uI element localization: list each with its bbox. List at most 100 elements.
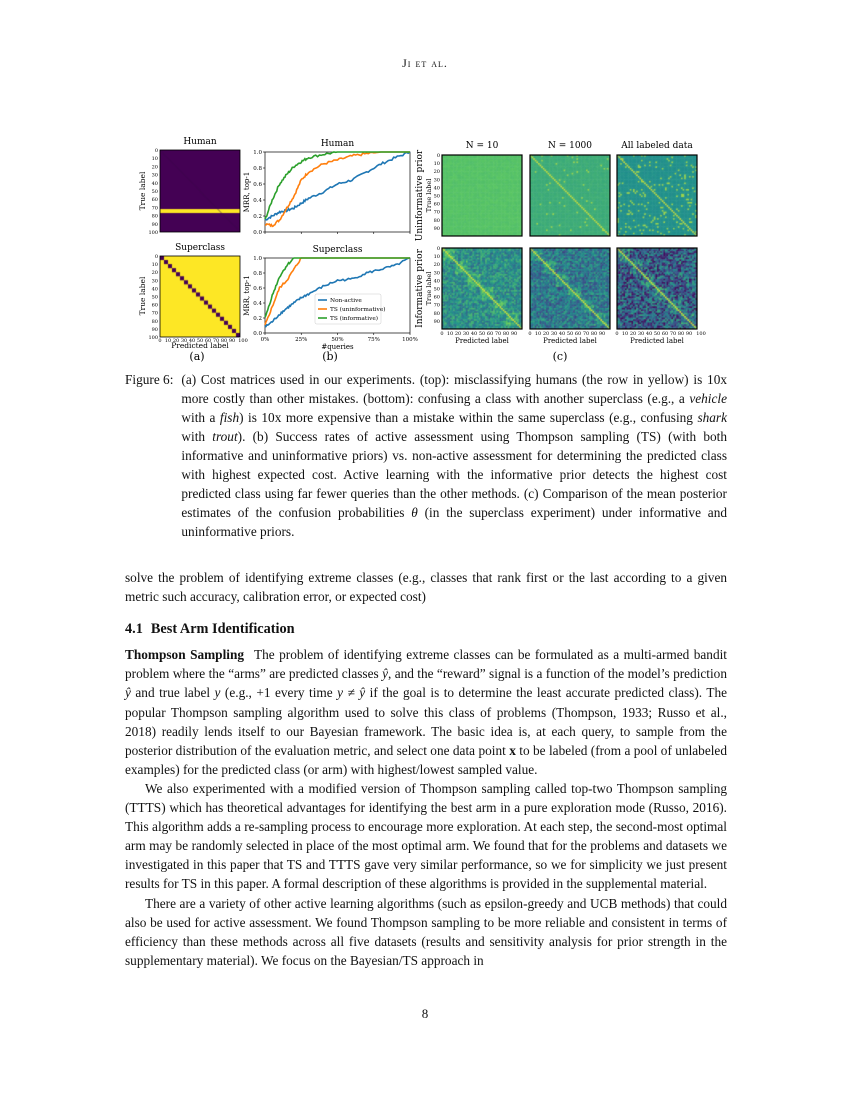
- text-run: with a: [181, 410, 220, 425]
- x-tick-label: 50: [479, 331, 485, 337]
- figure-caption: Figure 6: (a) Cost matrices used in our …: [125, 370, 727, 541]
- text-run: ). (b) Success rates of active assessmen…: [181, 429, 728, 520]
- y-tick-label: 30: [434, 270, 440, 276]
- heatmap-container: [617, 248, 697, 329]
- cost-matrix-human-title: Human: [183, 137, 217, 147]
- plot-frame: [264, 151, 411, 233]
- y-tick-label: 60: [434, 295, 440, 301]
- x-tick-label: 0: [440, 331, 443, 337]
- x-tick-label: 40: [471, 331, 477, 337]
- x-tick-label: 0: [528, 331, 531, 337]
- chart-title: Superclass: [313, 245, 363, 255]
- x-tick-label: 100: [696, 331, 706, 337]
- y-tick-label: 1.0: [253, 150, 262, 156]
- y-tick-label: 0: [155, 148, 158, 154]
- x-tick-label: 75%: [368, 337, 380, 343]
- math-or-emphasis: y: [214, 685, 221, 701]
- series-line-non-active: [264, 151, 411, 221]
- panel-b: Human MRR, top-1 0.0 0.2 0.4 0.6 0.8 1.0 Supercl…: [243, 139, 418, 363]
- heatmap-container: [530, 155, 610, 236]
- x-tick-label: 30: [551, 331, 557, 337]
- y-tick-label: 0.2: [253, 214, 262, 220]
- x-tick-label: 0: [158, 338, 161, 344]
- heatmap-frame: [616, 247, 698, 330]
- section-heading: 4.1 Best Arm Identification: [125, 620, 727, 639]
- x-axis-label: Predicted label: [630, 337, 685, 345]
- math-or-emphasis: θ: [411, 505, 418, 520]
- text-run: if the goal is to determine the least ac…: [125, 685, 727, 758]
- panel-label-a: (a): [189, 350, 204, 363]
- y-tick-label: 70: [152, 311, 158, 317]
- x-tick-label: 40: [559, 331, 565, 337]
- y-tick-label: 70: [434, 303, 440, 309]
- series-line-ts-informative-: [264, 257, 410, 318]
- math-or-emphasis: fish: [219, 410, 240, 425]
- y-axis-label: True label: [425, 272, 433, 306]
- x-tick-label: 50: [654, 331, 660, 337]
- x-axis-label: Predicted label: [543, 337, 598, 345]
- y-tick-label: 0.4: [253, 301, 262, 307]
- paragraph-ttts: We also experimented with a modified ver…: [125, 779, 727, 894]
- y-tick-label: 0: [437, 246, 440, 252]
- y-tick-label: 40: [434, 278, 440, 284]
- y-tick-label: 60: [152, 197, 158, 203]
- x-tick-label: 20: [455, 331, 461, 337]
- y-tick-label: 90: [434, 319, 440, 325]
- cost-matrix-superclass-title: Superclass: [175, 243, 225, 253]
- y-tick-label: 20: [152, 164, 158, 170]
- x-tick-label: 90: [511, 331, 517, 337]
- heatmap-frame: [529, 154, 611, 237]
- cost-matrix-human: [160, 150, 240, 232]
- paragraph-other-methods: There are a variety of other active lear…: [125, 894, 727, 970]
- x-tick-label: 80: [678, 331, 684, 337]
- y-tick-label: 90: [152, 327, 158, 333]
- x-tick-label: 90: [599, 331, 605, 337]
- x-tick-label: 100%: [402, 337, 418, 343]
- heatmap-frame: [441, 247, 523, 330]
- text-run: with: [181, 429, 213, 444]
- x-tick-label: 60: [575, 331, 581, 337]
- x-tick-label: 25%: [295, 337, 307, 343]
- heatmap-frame: [616, 154, 698, 237]
- y-tick-label: 0.4: [253, 198, 262, 204]
- y-tick-label: 20: [434, 262, 440, 268]
- text-run: We also experimented with a modified ver…: [125, 780, 727, 892]
- text-run: to be labeled (from a pool of unlabeled …: [125, 742, 727, 777]
- ylabel-bottom-a: True label: [138, 276, 147, 315]
- text-run: The problem of identifying extreme class…: [125, 647, 727, 682]
- caption-label: Figure 6:: [125, 372, 174, 387]
- legend-entry: TS (uninformative): [330, 306, 386, 313]
- section-title: Best Arm Identification: [150, 621, 295, 638]
- section-number: 4.1: [125, 621, 143, 638]
- x-tick-label: 100: [238, 338, 248, 344]
- y-tick-label: 40: [152, 181, 158, 187]
- text-run: , and the “reward” signal is a function …: [387, 666, 727, 682]
- x-tick-label: 90: [686, 331, 692, 337]
- legend-box: [314, 293, 382, 325]
- y-tick-label: 0.0: [253, 230, 262, 236]
- x-tick-label: 10: [447, 331, 453, 337]
- y-tick-label: 0.6: [253, 286, 262, 292]
- x-tick-label: 40: [646, 331, 652, 337]
- running-header: Ji et al.: [402, 56, 448, 70]
- y-tick-label: 10: [434, 161, 440, 167]
- heatmap-container: [442, 155, 522, 236]
- x-tick-label: 20: [173, 338, 179, 344]
- x-tick-label: 60: [487, 331, 493, 337]
- y-tick-label: 0.8: [253, 166, 262, 172]
- x-tick-label: 70: [213, 338, 219, 344]
- x-tick-label: 10: [165, 338, 171, 344]
- math-or-emphasis: ŷ: [382, 666, 388, 682]
- y-tick-label: 60: [434, 202, 440, 208]
- y-tick-label: 10: [434, 254, 440, 260]
- text-run: (e.g., +1 every time: [220, 685, 338, 701]
- x-tick-label: 30: [638, 331, 644, 337]
- text-run: (in the superclass experiment) under inf…: [181, 505, 727, 539]
- column-title: N = 10: [466, 141, 499, 151]
- body-text: solve the problem of identifying extreme…: [125, 568, 727, 970]
- x-tick-label: 80: [591, 331, 597, 337]
- y-tick-label: 60: [152, 303, 158, 309]
- y-tick-label: 50: [152, 295, 158, 301]
- x-tick-label: 50: [197, 338, 203, 344]
- x-tick-label: 40: [189, 338, 195, 344]
